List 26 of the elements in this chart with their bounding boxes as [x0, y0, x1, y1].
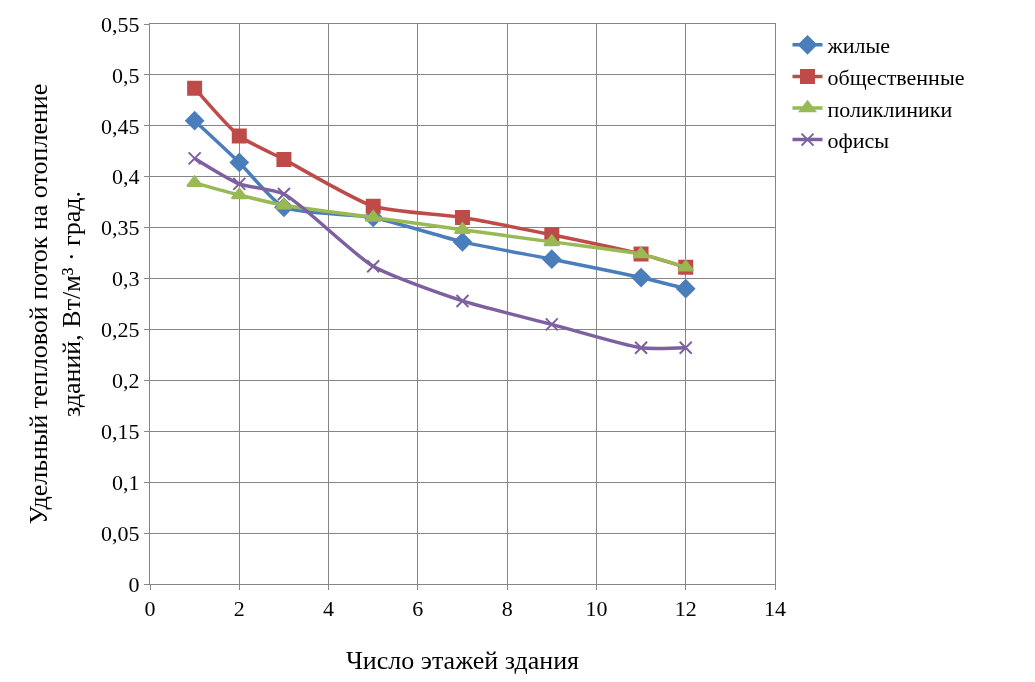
y-tick-label: 0,2: [112, 368, 140, 394]
x-tick-label: 12: [674, 596, 697, 622]
x-tick-label: 10: [585, 596, 608, 622]
y-tick-label: 0,4: [112, 164, 140, 190]
legend-label: общественные: [827, 64, 965, 90]
legend-label: поликлиники: [827, 96, 953, 122]
y-tick-label: 0,35: [101, 215, 140, 241]
y-tick-label: 0,25: [101, 317, 140, 343]
y-axis-title: Удельный тепловой поток на отопление зданий, Вт/м³ · град.: [23, 83, 87, 525]
x-tick-label: 4: [323, 596, 335, 622]
y-tick-label: 0,5: [112, 62, 140, 88]
y-tick-label: 0,05: [101, 520, 140, 546]
y-tick-label: 0,1: [112, 469, 140, 495]
legend-label: жилые: [826, 33, 890, 59]
x-tick-label: 6: [412, 596, 424, 622]
legend-label: офисы: [827, 128, 890, 154]
x-tick-label: 0: [144, 596, 156, 622]
x-axis-title: Число этажей здания: [345, 646, 580, 676]
y-tick-label: 0,45: [101, 113, 140, 139]
y-tick-label: 0,3: [112, 266, 140, 292]
y-tick-label: 0,55: [101, 11, 140, 37]
x-tick-label: 2: [233, 596, 245, 622]
x-tick-label: 8: [501, 596, 513, 622]
y-tick-label: 0: [128, 571, 140, 597]
y-tick-label: 0,15: [101, 418, 140, 444]
x-tick-label: 14: [764, 596, 786, 622]
